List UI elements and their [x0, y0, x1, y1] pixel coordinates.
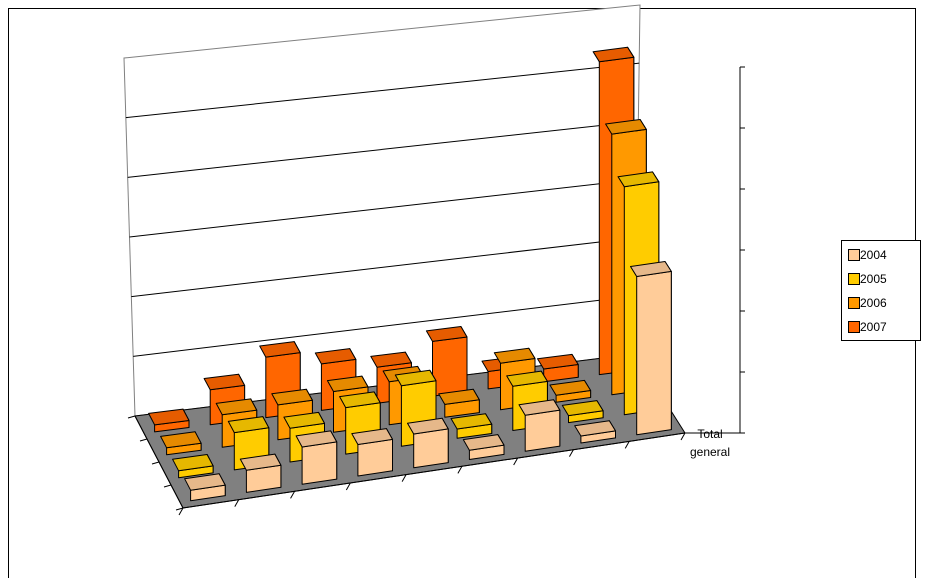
bar-face: [493, 347, 536, 364]
depth-tick: [127, 415, 136, 419]
bar-face: [351, 428, 393, 445]
category-tick: [234, 499, 240, 507]
legend-swatch: [848, 321, 860, 333]
category-label: Total general: [690, 427, 730, 459]
bar-face: [394, 369, 437, 387]
legend-item-2005: 2005: [848, 272, 887, 286]
category-tick: [680, 432, 686, 441]
depth-tick: [139, 438, 148, 442]
bar-face: [413, 428, 449, 469]
bar-2007-tacr: [425, 326, 468, 397]
category-axis: [182, 432, 686, 509]
bar-face: [295, 430, 338, 448]
category-tick: [624, 441, 630, 449]
legend-swatch: [848, 273, 860, 285]
bar-face: [271, 388, 313, 406]
bar-face: [407, 417, 449, 435]
bar-face: [506, 370, 548, 387]
bar-2005-tacr: [450, 413, 493, 439]
gridline: [131, 237, 637, 298]
bar-2006-sede: [549, 379, 592, 403]
category-tick: [345, 482, 351, 491]
bar-2004-eapr: [239, 453, 282, 493]
bar-face: [438, 388, 480, 405]
depth-tick: [163, 484, 172, 488]
bar-face: [301, 441, 338, 485]
gridline: [127, 120, 639, 178]
bar-face: [524, 409, 561, 452]
bar-2004-wcar: [518, 399, 561, 452]
bar-face: [561, 400, 604, 417]
bar-face: [450, 413, 493, 430]
bar-2004-esar: [295, 430, 338, 485]
category-tick: [569, 449, 574, 457]
bar-2007-sede: [537, 353, 579, 383]
bar-face: [370, 351, 412, 368]
legend-label: 2006: [860, 296, 887, 310]
category-tick: [401, 474, 407, 482]
bar-2004-rosa: [407, 417, 449, 469]
bar-face: [432, 336, 468, 397]
bar-2004-tacr: [462, 434, 505, 460]
bar-face: [537, 353, 579, 370]
bar-face: [617, 171, 660, 188]
bar-face: [283, 411, 325, 429]
legend: 2004 2005 2006 2007: [841, 240, 921, 341]
bar-face: [184, 473, 226, 491]
bar-face: [549, 379, 592, 396]
bar-face: [462, 434, 505, 451]
bar-2006-cee-cei: [160, 431, 202, 456]
gridline: [129, 179, 638, 238]
depth-tick: [151, 461, 160, 465]
category-tick: [513, 457, 519, 466]
bar-face: [259, 341, 301, 358]
bar-face: [630, 261, 672, 277]
bar-face: [592, 46, 635, 63]
category-tick: [457, 466, 463, 474]
bar-face: [605, 119, 647, 135]
bar-face: [215, 398, 258, 416]
gridline: [133, 295, 636, 357]
bar-face: [148, 408, 190, 426]
legend-swatch: [848, 297, 860, 309]
legend-label: 2004: [860, 248, 887, 262]
bar-face: [160, 431, 202, 449]
bar-face: [227, 416, 270, 434]
legend-swatch: [848, 249, 860, 261]
bar-2004-cee-cei: [184, 473, 226, 502]
bar-face: [357, 438, 393, 477]
bar-2004-total-general: [630, 261, 672, 436]
category-tick: [178, 507, 184, 516]
bar-face: [518, 399, 561, 416]
depth-tick: [175, 507, 184, 511]
bar-2005-cee-cei: [172, 454, 214, 479]
bar-2004-sede: [574, 420, 616, 444]
legend-label: 2007: [860, 320, 887, 334]
bar-face: [326, 375, 369, 392]
bar-face: [314, 348, 357, 365]
legend-item-2007: 2007: [848, 320, 887, 334]
back-wall: [123, 4, 641, 417]
legend-item-2004: 2004: [848, 248, 887, 262]
bar-face: [172, 454, 214, 472]
bar-2006-tacr: [438, 388, 480, 418]
legend-item-2006: 2006: [848, 296, 887, 310]
bar-face: [339, 391, 381, 409]
bar-face: [574, 420, 616, 437]
category-tick: [290, 491, 295, 499]
bar-face: [425, 326, 468, 342]
legend-label: 2005: [860, 272, 887, 286]
bar-2007-cee-cei: [148, 408, 190, 433]
bar-face: [239, 453, 282, 471]
bar-2004-mena: [351, 428, 393, 477]
bar-2005-sede: [561, 400, 604, 424]
gridline: [125, 62, 640, 119]
bar-face: [203, 373, 246, 391]
bar-face: [636, 270, 672, 436]
